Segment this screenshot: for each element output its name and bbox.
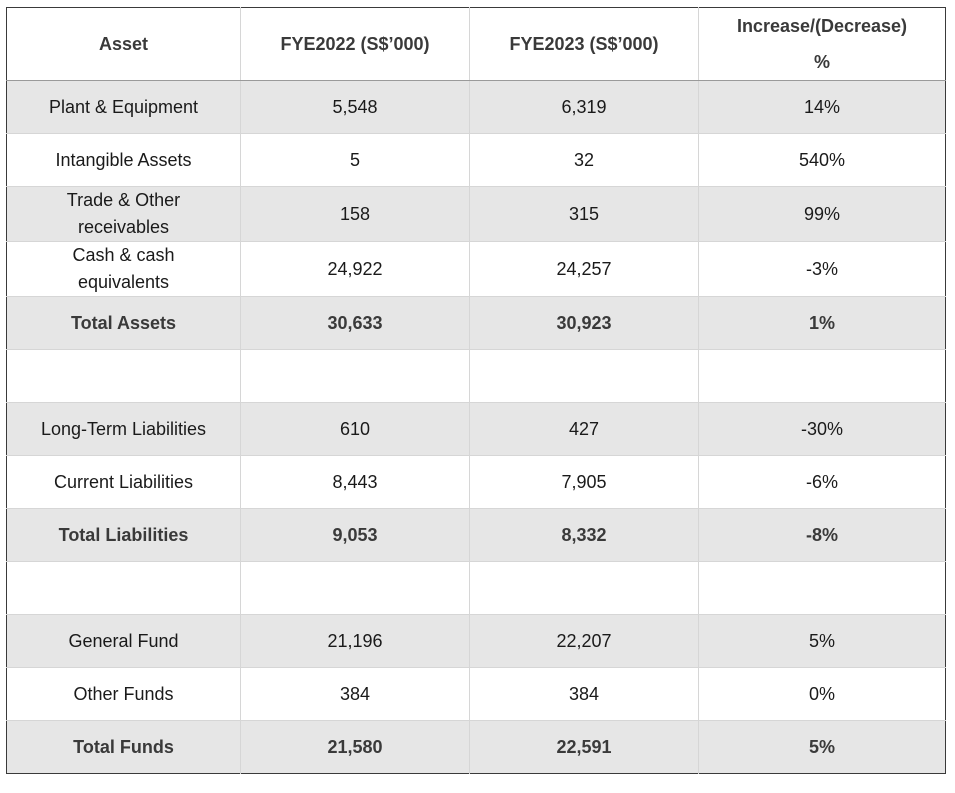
row-fye2022: 24,922 [240, 241, 470, 297]
row-fye2023: 22,591 [469, 720, 699, 774]
row-fye2022: 9,053 [240, 508, 470, 562]
row-change: 5% [698, 614, 946, 668]
table-row-current-liabilities: Current Liabilities 8,443 7,905 -6% [6, 455, 946, 509]
row-fye2022: 8,443 [240, 455, 470, 509]
header-change: Increase/(Decrease) % [698, 7, 946, 81]
table-row-total-assets: Total Assets 30,633 30,923 1% [6, 296, 946, 350]
financial-summary-table-wrapper: Asset FYE2022 (S$’000) FYE2023 (S$’000) … [6, 7, 946, 774]
row-change: -8% [698, 508, 946, 562]
row-change: 5% [698, 720, 946, 774]
row-fye2023: 22,207 [469, 614, 699, 668]
row-fye2022: 21,196 [240, 614, 470, 668]
spacer-cell [469, 349, 699, 403]
row-fye2022: 384 [240, 667, 470, 721]
row-label: Trade & Other receivables [6, 186, 241, 242]
row-fye2023: 24,257 [469, 241, 699, 297]
row-label: Total Liabilities [6, 508, 241, 562]
row-change: 0% [698, 667, 946, 721]
row-fye2023: 8,332 [469, 508, 699, 562]
table-row-trade-receivables: Trade & Other receivables 158 315 99% [6, 186, 946, 242]
header-change-line1: Increase/(Decrease) [736, 16, 908, 36]
row-label: Long-Term Liabilities [6, 402, 241, 456]
row-fye2023: 32 [469, 133, 699, 187]
spacer-cell [698, 349, 946, 403]
table-row-total-funds: Total Funds 21,580 22,591 5% [6, 720, 946, 774]
header-fye2023: FYE2023 (S$’000) [469, 7, 699, 81]
row-fye2022: 21,580 [240, 720, 470, 774]
header-asset: Asset [6, 7, 241, 81]
row-label: General Fund [6, 614, 241, 668]
table-header: Asset FYE2022 (S$’000) FYE2023 (S$’000) … [6, 7, 946, 81]
table-row-cash-equivalents: Cash & cash equivalents 24,922 24,257 -3… [6, 241, 946, 297]
row-fye2022: 610 [240, 402, 470, 456]
row-label: Intangible Assets [6, 133, 241, 187]
spacer-cell [6, 349, 241, 403]
spacer-cell [240, 349, 470, 403]
row-label: Total Funds [6, 720, 241, 774]
table-row-spacer [6, 561, 946, 615]
row-change: -6% [698, 455, 946, 509]
row-change: -30% [698, 402, 946, 456]
row-fye2022: 5,548 [240, 80, 470, 134]
row-label: Current Liabilities [6, 455, 241, 509]
row-label-line2: equivalents [77, 272, 170, 292]
table-row-intangible-assets: Intangible Assets 5 32 540% [6, 133, 946, 187]
header-row: Asset FYE2022 (S$’000) FYE2023 (S$’000) … [6, 7, 946, 81]
row-label: Cash & cash equivalents [6, 241, 241, 297]
table-row-long-term-liabilities: Long-Term Liabilities 610 427 -30% [6, 402, 946, 456]
row-change: 14% [698, 80, 946, 134]
row-label: Other Funds [6, 667, 241, 721]
row-label-line1: Cash & cash [72, 245, 175, 265]
row-fye2023: 384 [469, 667, 699, 721]
spacer-cell [240, 561, 470, 615]
row-fye2023: 427 [469, 402, 699, 456]
row-fye2023: 7,905 [469, 455, 699, 509]
row-change: 540% [698, 133, 946, 187]
row-change: 1% [698, 296, 946, 350]
table-body: Plant & Equipment 5,548 6,319 14% Intang… [6, 80, 946, 774]
row-fye2023: 30,923 [469, 296, 699, 350]
spacer-cell [6, 561, 241, 615]
table-row-plant-equipment: Plant & Equipment 5,548 6,319 14% [6, 80, 946, 134]
row-change: 99% [698, 186, 946, 242]
row-fye2023: 315 [469, 186, 699, 242]
header-fye2022: FYE2022 (S$’000) [240, 7, 470, 81]
table-row-general-fund: General Fund 21,196 22,207 5% [6, 614, 946, 668]
header-change-line2: % [813, 52, 830, 72]
row-change: -3% [698, 241, 946, 297]
row-label-line2: receivables [77, 217, 170, 237]
spacer-cell [469, 561, 699, 615]
row-label-line1: Trade & Other [66, 190, 181, 210]
row-fye2023: 6,319 [469, 80, 699, 134]
table-row-spacer [6, 349, 946, 403]
table-row-other-funds: Other Funds 384 384 0% [6, 667, 946, 721]
row-fye2022: 158 [240, 186, 470, 242]
table-row-total-liabilities: Total Liabilities 9,053 8,332 -8% [6, 508, 946, 562]
row-label: Total Assets [6, 296, 241, 350]
financial-summary-table: Asset FYE2022 (S$’000) FYE2023 (S$’000) … [6, 7, 946, 774]
spacer-cell [698, 561, 946, 615]
row-label: Plant & Equipment [6, 80, 241, 134]
row-fye2022: 30,633 [240, 296, 470, 350]
row-fye2022: 5 [240, 133, 470, 187]
